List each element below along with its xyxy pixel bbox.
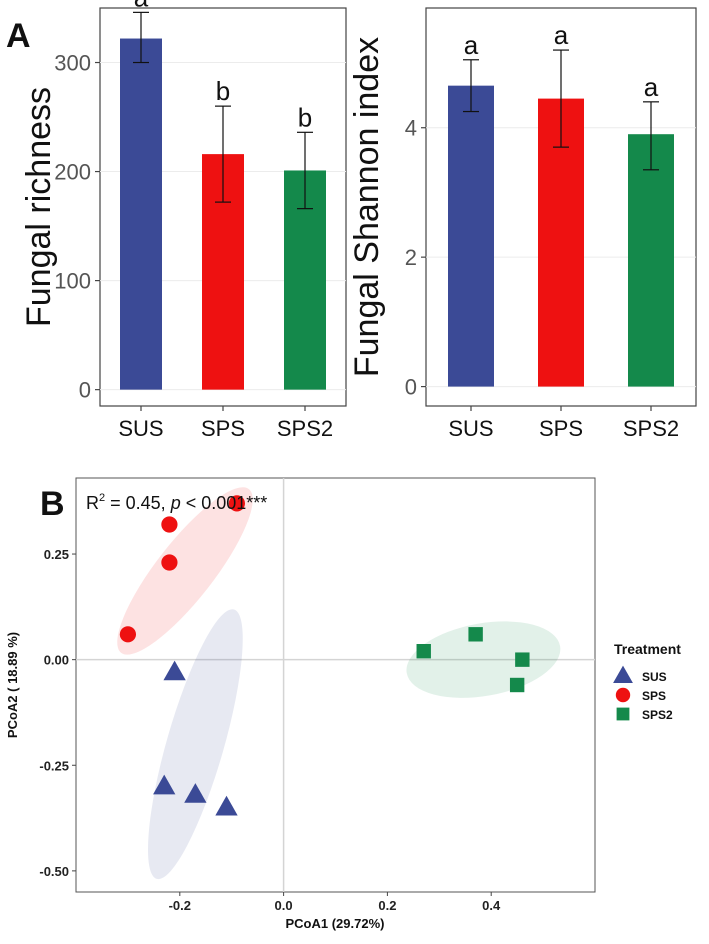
richness-chart: a b b 0 100 200 300 SUS SPS SPS2 Fungal richness [20, 0, 347, 441]
x-tick-label: 0.2 [378, 898, 396, 913]
y-tick-label: 200 [54, 160, 91, 185]
significance-letter: a [464, 30, 479, 60]
pcoa-legend: Treatment SUS SPS SPS2 [613, 641, 681, 722]
legend-key-sps [615, 687, 631, 703]
panel-label-a: A [6, 17, 31, 55]
ellipse-sps [117, 487, 253, 655]
panel-label-b: B [40, 485, 65, 523]
legend-label-sus: SUS [642, 670, 667, 684]
x-tick-label: SUS [118, 416, 163, 441]
point-sps2 [416, 644, 431, 659]
y-tick-label: 0 [79, 378, 91, 403]
richness-y-axis-title: Fungal richness [20, 87, 58, 327]
legend-key-sps2 [616, 707, 630, 721]
y-tick-label: 100 [54, 269, 91, 294]
point-sps [119, 626, 136, 643]
legend-label-sps2: SPS2 [642, 708, 673, 722]
point-sps [161, 554, 178, 571]
pcoa-chart: -0.2 0.0 0.2 0.4 -0.50 -0.25 0.00 0.25 R2 = 0.4… [5, 477, 681, 931]
x-tick-label: SPS2 [277, 416, 333, 441]
shannon-y-axis-title: Fungal Shannon index [348, 37, 386, 377]
point-sus [153, 774, 176, 795]
point-sps2 [515, 652, 530, 667]
bar-sus [120, 38, 162, 390]
point-sus [215, 795, 238, 816]
ellipse-sus [147, 609, 243, 880]
legend-label-sps: SPS [642, 689, 666, 703]
pcoa-grid [76, 478, 595, 892]
pcoa-y-axis-title: PCoA2 ( 18.89 %) [5, 632, 20, 738]
pcoa-points [119, 495, 530, 816]
x-tick-label: SUS [448, 416, 493, 441]
pcoa-annotation: R2 = 0.45, p < 0.001*** [86, 492, 267, 513]
point-sps2 [509, 677, 525, 693]
shannon-ticks: 0 2 4 SUS SPS SPS2 [405, 116, 679, 441]
x-tick-label: SPS2 [623, 416, 679, 441]
significance-letter: b [298, 102, 312, 132]
pcoa-ticks: -0.2 0.0 0.2 0.4 -0.50 -0.25 0.00 0.25 [39, 547, 501, 913]
y-tick-label: 0 [405, 375, 417, 400]
significance-letter: a [644, 72, 659, 102]
point-sps2 [468, 627, 483, 642]
significance-letter: a [134, 0, 149, 12]
point-sus [163, 660, 186, 681]
y-tick-label: -0.25 [39, 758, 69, 773]
x-tick-label: SPS [201, 416, 245, 441]
significance-letter: a [554, 20, 569, 50]
x-tick-label: SPS [539, 416, 583, 441]
legend-title: Treatment [614, 641, 681, 657]
richness-ticks: 0 100 200 300 SUS SPS SPS2 [54, 51, 333, 441]
bar-sps2 [628, 134, 674, 387]
point-sus [184, 783, 207, 803]
y-tick-label: 2 [405, 245, 417, 270]
point-sps [228, 495, 245, 512]
shannon-chart: a a a 0 2 4 SUS SPS SPS2 Fungal Shannon index [348, 7, 697, 441]
pcoa-plot-frame [75, 477, 596, 893]
y-tick-label: -0.50 [39, 864, 69, 879]
x-tick-label: 0.4 [482, 898, 501, 913]
bar-sus [448, 85, 494, 387]
y-tick-label: 0.25 [44, 547, 69, 562]
shannon-bars: a a a [448, 20, 674, 387]
x-tick-label: 0.0 [275, 898, 293, 913]
significance-letter: b [216, 76, 230, 106]
y-tick-label: 4 [405, 116, 417, 141]
richness-bars: a b b [120, 0, 326, 390]
pcoa-x-axis-title: PCoA1 (29.72%) [286, 916, 385, 931]
legend-key-sus [613, 665, 633, 684]
x-tick-label: -0.2 [169, 898, 191, 913]
y-tick-label: 300 [54, 51, 91, 76]
point-sps [161, 516, 178, 533]
y-tick-label: 0.00 [44, 653, 69, 668]
